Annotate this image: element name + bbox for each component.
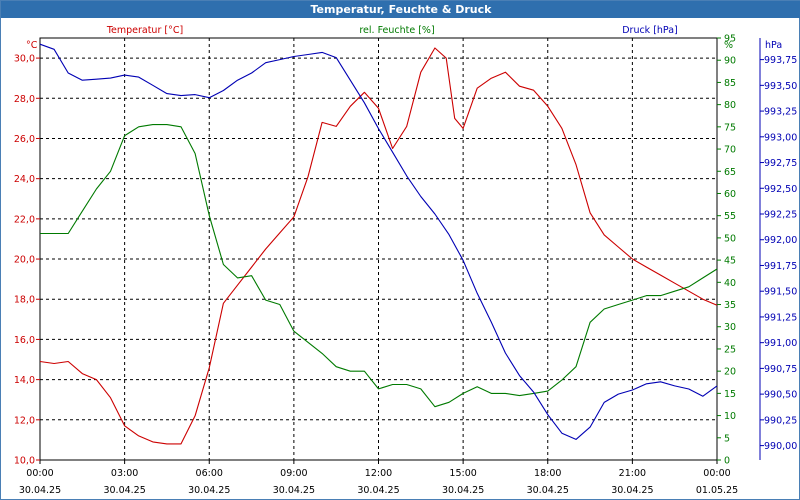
humidity-tick-label: 20 — [724, 367, 736, 378]
pressure-tick-label: 991,25 — [764, 312, 797, 323]
x-tick-label-time: 15:00 — [449, 468, 476, 479]
pressure-tick-label: 990,75 — [764, 364, 797, 375]
temperature-tick-label: 28,0 — [14, 94, 35, 105]
temperature-tick-label: 24,0 — [14, 174, 35, 185]
humidity-tick-label: 90 — [724, 56, 736, 67]
x-tick-label-date: 30.04.25 — [103, 485, 145, 496]
pressure-tick-label: 992,50 — [764, 184, 797, 195]
humidity-tick-label: 75 — [724, 122, 736, 133]
humidity-legend-label: rel. Feuchte [%] — [359, 25, 434, 36]
x-tick-label-time: 09:00 — [280, 468, 307, 479]
humidity-tick-label: 40 — [724, 278, 736, 289]
humidity-axis-unit: % — [724, 40, 733, 51]
x-tick-label-date: 01.05.25 — [696, 485, 738, 496]
temperature-tick-label: 20,0 — [14, 255, 35, 266]
pressure-tick-label: 991,50 — [764, 287, 797, 298]
pressure-tick-label: 992,25 — [764, 210, 797, 221]
pressure-axis-unit: hPa — [765, 40, 782, 51]
pressure-tick-label: 991,00 — [764, 338, 797, 349]
pressure-tick-label: 991,75 — [764, 261, 797, 272]
temperature-tick-label: 12,0 — [14, 415, 35, 426]
humidity-tick-label: 25 — [724, 344, 736, 355]
x-tick-label-date: 30.04.25 — [611, 485, 653, 496]
pressure-tick-label: 993,00 — [764, 132, 797, 143]
x-tick-label-time: 12:00 — [365, 468, 392, 479]
temperature-tick-label: 30,0 — [14, 54, 35, 65]
temperature-tick-label: 14,0 — [14, 375, 35, 386]
temperature-series-line — [39, 47, 718, 445]
x-tick-label-time: 00:00 — [703, 468, 730, 479]
pressure-legend-label: Druck [hPa] — [622, 25, 678, 36]
x-tick-label-date: 30.04.25 — [188, 485, 230, 496]
humidity-tick-label: 50 — [724, 233, 736, 244]
humidity-tick-label: 85 — [724, 78, 736, 89]
humidity-tick-label: 60 — [724, 189, 736, 200]
humidity-tick-label: 80 — [724, 100, 736, 111]
humidity-tick-label: 45 — [724, 256, 736, 267]
pressure-tick-label: 992,00 — [764, 235, 797, 246]
humidity-tick-label: 10 — [724, 411, 736, 422]
pressure-tick-label: 990,00 — [764, 441, 797, 452]
pressure-tick-label: 990,25 — [764, 415, 797, 426]
humidity-tick-label: 65 — [724, 167, 736, 178]
x-tick-label-date: 30.04.25 — [357, 485, 399, 496]
humidity-tick-label: 5 — [724, 433, 730, 444]
humidity-tick-label: 95 — [724, 34, 736, 45]
pressure-series-line — [39, 43, 718, 440]
x-tick-label-time: 18:00 — [534, 468, 561, 479]
humidity-tick-label: 15 — [724, 389, 736, 400]
x-tick-label-date: 30.04.25 — [442, 485, 484, 496]
x-tick-label-time: 00:00 — [26, 468, 53, 479]
pressure-tick-label: 993,25 — [764, 107, 797, 118]
pressure-tick-label: 990,50 — [764, 390, 797, 401]
temperature-tick-label: 10,0 — [14, 456, 35, 467]
pressure-tick-label: 993,50 — [764, 81, 797, 92]
temperature-tick-label: 18,0 — [14, 295, 35, 306]
window-title: Temperatur, Feuchte & Druck — [1, 1, 800, 18]
temperature-axis-unit: °C — [26, 40, 38, 51]
temperature-tick-label: 16,0 — [14, 335, 35, 346]
pressure-tick-label: 993,75 — [764, 55, 797, 66]
x-tick-label-date: 30.04.25 — [19, 485, 61, 496]
temperature-legend-label: Temperatur [°C] — [106, 25, 183, 36]
x-tick-label-date: 30.04.25 — [527, 485, 569, 496]
x-tick-label-time: 06:00 — [196, 468, 223, 479]
humidity-tick-label: 70 — [724, 145, 736, 156]
x-tick-label-date: 30.04.25 — [273, 485, 315, 496]
humidity-series-line — [40, 124, 718, 408]
humidity-tick-label: 30 — [724, 322, 736, 333]
humidity-tick-label: 55 — [724, 211, 736, 222]
x-tick-label-time: 03:00 — [111, 468, 138, 479]
humidity-tick-label: 0 — [724, 456, 730, 467]
x-tick-label-time: 21:00 — [619, 468, 646, 479]
temperature-tick-label: 22,0 — [14, 214, 35, 225]
temperature-tick-label: 26,0 — [14, 134, 35, 145]
humidity-tick-label: 35 — [724, 300, 736, 311]
pressure-tick-label: 992,75 — [764, 158, 797, 169]
